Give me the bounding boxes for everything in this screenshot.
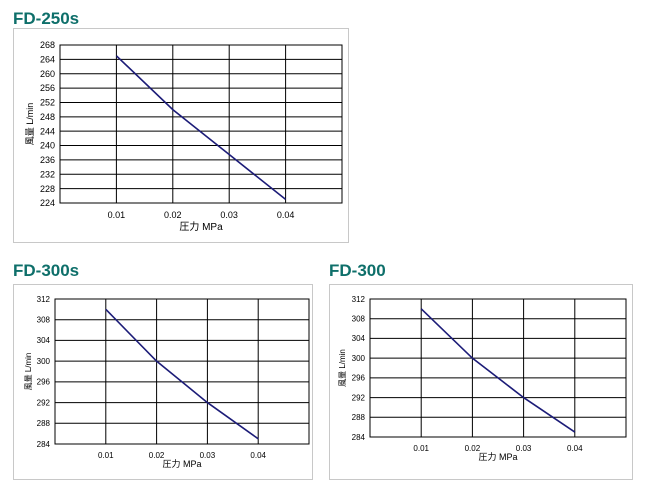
plot-area — [59, 44, 343, 204]
x-axis-label: 圧力 MPa — [179, 220, 223, 233]
x-tick-label: 0.04 — [567, 444, 583, 453]
y-tick-label: 292 — [352, 393, 366, 402]
y-tick-label: 284 — [37, 440, 51, 449]
y-tick-label: 264 — [40, 55, 55, 65]
series-line — [115, 55, 287, 201]
x-tick-label: 0.04 — [250, 451, 266, 460]
chart-frame — [13, 28, 349, 243]
y-axis-label: 風量 L/min — [24, 353, 33, 391]
x-tick-label: 0.02 — [465, 444, 481, 453]
y-tick-label: 248 — [40, 112, 55, 122]
x-tick-label: 0.03 — [200, 451, 216, 460]
y-tick-label: 228 — [40, 184, 55, 194]
y-tick-label: 304 — [352, 334, 366, 343]
y-tick-label: 288 — [37, 419, 51, 428]
y-tick-label: 236 — [40, 155, 55, 165]
grid-lines — [55, 299, 309, 444]
y-tick-label: 288 — [352, 413, 366, 422]
y-tick-label: 304 — [37, 336, 51, 345]
y-tick-label: 296 — [352, 374, 366, 383]
plot-area — [369, 298, 627, 438]
chart-frame — [329, 284, 633, 480]
x-axis-label: 圧力 MPa — [478, 451, 517, 462]
y-tick-label: 252 — [40, 98, 55, 108]
x-tick-label: 0.01 — [108, 210, 126, 220]
x-tick-label: 0.02 — [149, 451, 165, 460]
chart-title: FD-250s — [13, 9, 80, 28]
y-tick-label: 240 — [40, 141, 55, 151]
y-tick-label: 260 — [40, 69, 55, 79]
y-tick-label: 268 — [40, 40, 55, 50]
x-tick-label: 0.01 — [98, 451, 114, 460]
y-tick-label: 244 — [40, 126, 55, 136]
y-tick-label: 224 — [40, 198, 55, 208]
y-tick-label: 284 — [352, 433, 366, 442]
x-tick-label: 0.01 — [413, 444, 429, 453]
y-tick-label: 312 — [37, 295, 51, 304]
chart-title: FD-300s — [13, 261, 80, 280]
x-tick-label: 0.03 — [516, 444, 532, 453]
y-tick-label: 292 — [37, 398, 51, 407]
x-axis-label: 圧力 MPa — [162, 458, 201, 469]
series-line — [420, 308, 576, 433]
y-axis-label: 風量 L/min — [338, 349, 347, 387]
series-line — [105, 308, 259, 440]
y-tick-label: 256 — [40, 83, 55, 93]
x-tick-label: 0.04 — [277, 210, 295, 220]
y-tick-label: 300 — [352, 354, 366, 363]
y-tick-label: 308 — [37, 316, 51, 325]
y-axis-label: 風量 L/min — [25, 103, 35, 146]
y-tick-label: 300 — [37, 357, 51, 366]
grid-lines — [370, 299, 626, 437]
grid-lines — [60, 45, 342, 203]
x-tick-label: 0.02 — [164, 210, 182, 220]
x-tick-label: 0.03 — [220, 210, 238, 220]
y-tick-label: 312 — [352, 295, 366, 304]
y-tick-label: 232 — [40, 169, 55, 179]
y-tick-label: 296 — [37, 378, 51, 387]
y-tick-label: 308 — [352, 315, 366, 324]
chart-title: FD-300 — [329, 261, 386, 280]
plot-area — [54, 298, 310, 445]
